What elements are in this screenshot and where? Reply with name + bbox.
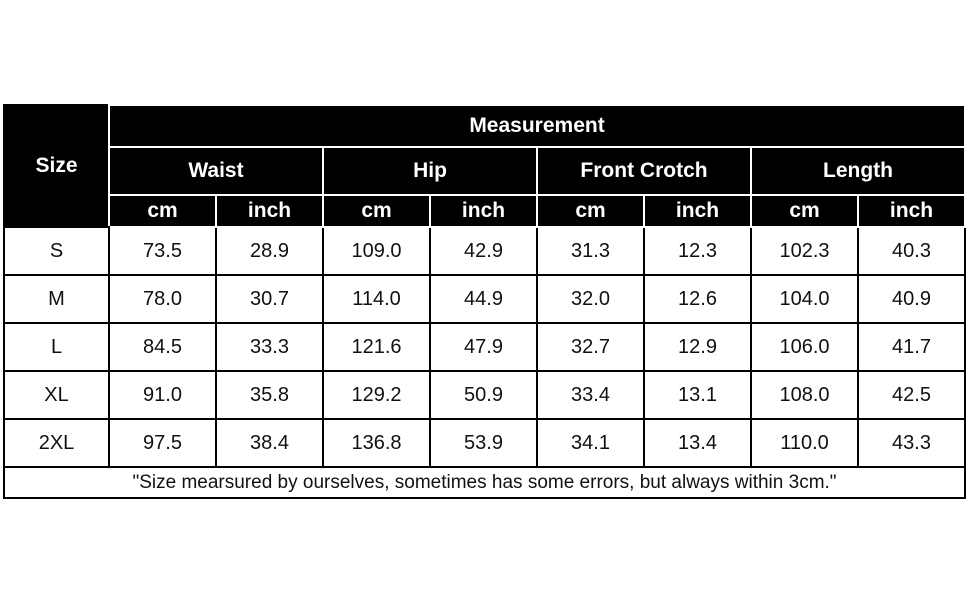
value-cell: 35.8 — [215, 370, 324, 420]
data-row: L 84.5 33.3 121.6 47.9 32.7 12.9 106.0 41.7 — [3, 322, 967, 372]
unit-header: cm — [750, 194, 859, 228]
unit-header: inch — [215, 194, 324, 228]
value-cell: 108.0 — [750, 370, 859, 420]
size-chart: Size Measurement Waist Hip Front Crotch Lengt… — [2, 104, 967, 499]
size-table: Size Measurement Waist Hip Front Crotch Lengt… — [2, 104, 967, 499]
value-cell: 40.9 — [856, 274, 967, 324]
value-cell: 12.3 — [643, 226, 752, 276]
value-cell: 121.6 — [322, 322, 431, 372]
value-cell: 31.3 — [536, 226, 645, 276]
value-cell: 91.0 — [108, 370, 217, 420]
value-cell: 129.2 — [322, 370, 431, 420]
unit-header: inch — [856, 194, 967, 228]
value-cell: 53.9 — [429, 418, 538, 468]
value-cell: 42.9 — [429, 226, 538, 276]
data-row: S 73.5 28.9 109.0 42.9 31.3 12.3 102.3 40.3 — [3, 226, 967, 276]
size-cell: 2XL — [3, 418, 110, 468]
value-cell: 44.9 — [429, 274, 538, 324]
value-cell: 102.3 — [750, 226, 859, 276]
value-cell: 41.7 — [856, 322, 967, 372]
value-cell: 32.0 — [536, 274, 645, 324]
value-cell: 106.0 — [750, 322, 859, 372]
value-cell: 47.9 — [429, 322, 538, 372]
header-row: Waist Hip Front Crotch Length — [4, 146, 967, 196]
value-cell: 34.1 — [536, 418, 645, 468]
value-cell: 40.3 — [856, 226, 967, 276]
unit-header: inch — [429, 194, 538, 228]
size-cell: M — [3, 274, 110, 324]
value-cell: 114.0 — [322, 274, 431, 324]
value-cell: 12.9 — [643, 322, 752, 372]
value-cell: 13.1 — [643, 370, 752, 420]
value-cell: 73.5 — [108, 226, 217, 276]
value-cell: 32.7 — [536, 322, 645, 372]
data-row: XL 91.0 35.8 129.2 50.9 33.4 13.1 108.0 42.5 — [3, 370, 967, 420]
value-cell: 33.4 — [536, 370, 645, 420]
group-header: Front Crotch — [536, 146, 752, 196]
value-cell: 84.5 — [108, 322, 217, 372]
note: "Size mearsured by ourselves, sometimes … — [2, 466, 967, 499]
value-cell: 30.7 — [215, 274, 324, 324]
value-cell: 12.6 — [643, 274, 752, 324]
value-cell: 78.0 — [108, 274, 217, 324]
value-cell: 43.3 — [856, 418, 967, 468]
value-cell: 13.4 — [643, 418, 752, 468]
size-cell: S — [3, 226, 110, 276]
measurement-header: Measurement — [107, 104, 967, 148]
data-row: M 78.0 30.7 114.0 44.9 32.0 12.6 104.0 40.9 — [3, 274, 967, 324]
header-row: Size Measurement — [3, 104, 967, 228]
value-cell: 38.4 — [215, 418, 324, 468]
value-cell: 42.5 — [856, 370, 967, 420]
unit-header: cm — [108, 194, 217, 228]
header-row: cm inch cm inch cm inch cm inch — [4, 194, 967, 228]
group-header: Length — [749, 146, 967, 196]
value-cell: 28.9 — [215, 226, 324, 276]
unit-header: cm — [536, 194, 645, 228]
size-header: Size — [3, 104, 110, 228]
size-cell: XL — [3, 370, 110, 420]
note-row: "Size mearsured by ourselves, sometimes … — [2, 466, 967, 499]
unit-header: inch — [643, 194, 752, 228]
value-cell: 104.0 — [750, 274, 859, 324]
value-cell: 50.9 — [429, 370, 538, 420]
group-header: Waist — [108, 146, 324, 196]
value-cell: 136.8 — [322, 418, 431, 468]
value-cell: 109.0 — [322, 226, 431, 276]
unit-header: cm — [322, 194, 431, 228]
value-cell: 33.3 — [215, 322, 324, 372]
size-cell: L — [3, 322, 110, 372]
value-cell: 97.5 — [108, 418, 217, 468]
data-row: 2XL 97.5 38.4 136.8 53.9 34.1 13.4 110.0 43.3 — [3, 418, 967, 468]
group-header: Hip — [322, 146, 538, 196]
value-cell: 110.0 — [750, 418, 859, 468]
